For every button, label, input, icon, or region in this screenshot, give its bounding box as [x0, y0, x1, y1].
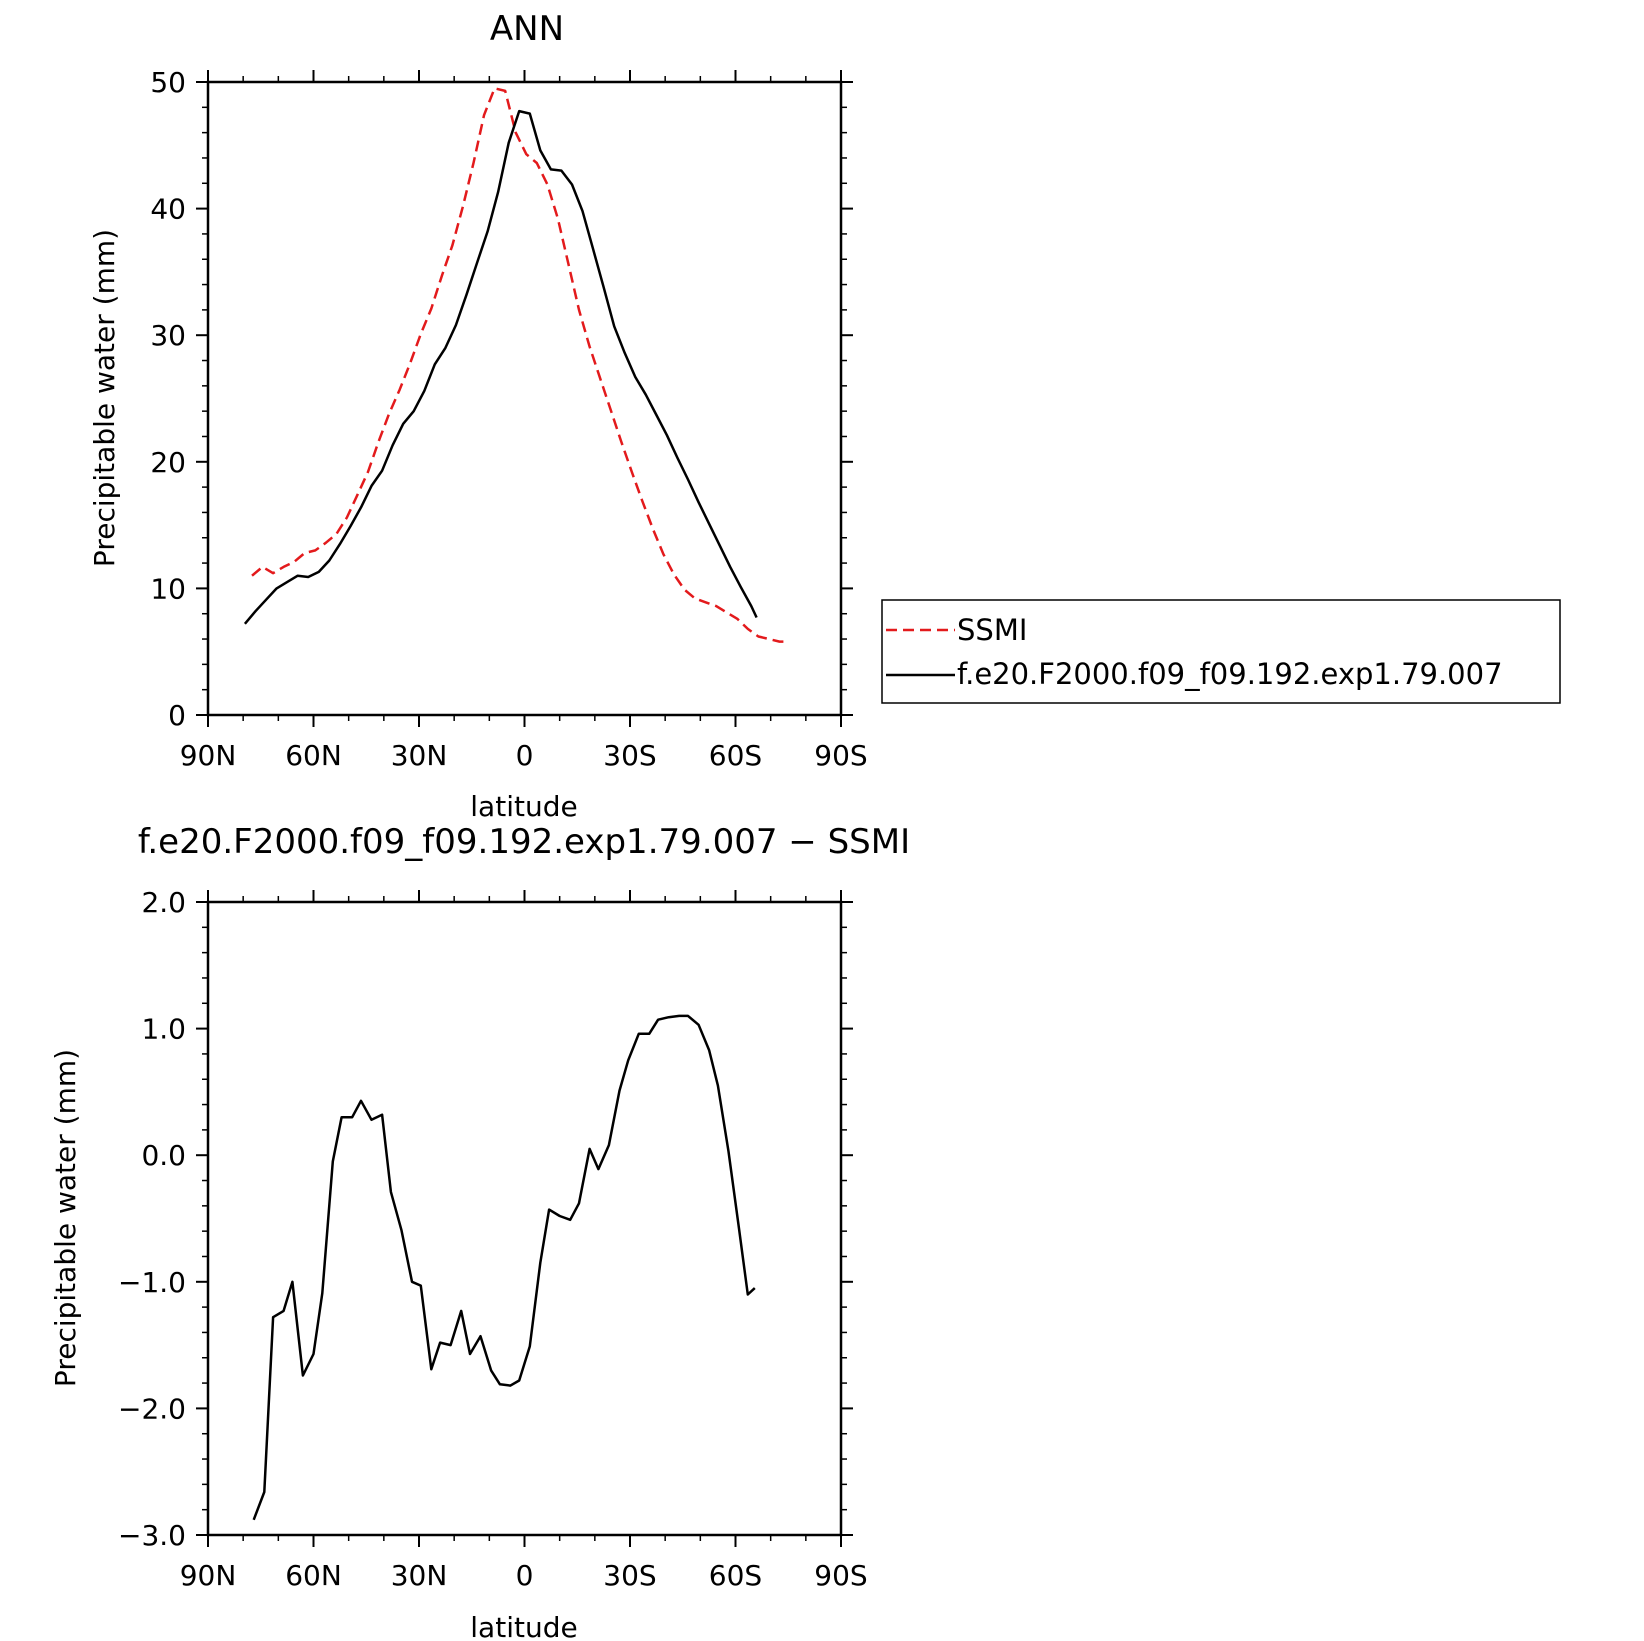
legend: SSMI f.e20.F2000.f09_f09.192.exp1.79.007 [881, 599, 1561, 704]
bottom-y-tick-label: −3.0 [118, 1519, 186, 1552]
bottom-chart-title: f.e20.F2000.f09_f09.192.exp1.79.007 − SS… [138, 822, 910, 862]
top-y-axis-label: Precipitable water (mm) [88, 229, 121, 567]
bottom-chart: f.e20.F2000.f09_f09.192.exp1.79.007 − SS… [49, 822, 910, 1641]
top-x-tick-label: 60N [285, 739, 342, 772]
bottom-x-tick-label: 30S [603, 1559, 656, 1592]
bottom-y-tick-label: −1.0 [118, 1266, 186, 1299]
bottom-y-axis-label: Precipitable water (mm) [49, 1049, 82, 1387]
top-x-tick-label: 90N [180, 739, 237, 772]
top-y-tick-label: 10 [150, 572, 186, 605]
top-x-tick-label: 90S [814, 739, 867, 772]
bottom-y-tick-label: −2.0 [118, 1392, 186, 1425]
top-series-line-ssmi [251, 87, 787, 643]
bottom-x-tick-label: 0 [516, 1559, 534, 1592]
top-x-tick-label: 0 [516, 739, 534, 772]
top-y-tick-label: 30 [150, 319, 186, 352]
bottom-x-tick-label: 60S [709, 1559, 762, 1592]
top-y-tick-label: 0 [168, 699, 186, 732]
top-x-tick-label: 60S [709, 739, 762, 772]
top-y-tick-label: 40 [150, 193, 186, 226]
bottom-y-tick-label: 0.0 [141, 1139, 186, 1172]
top-x-tick-label: 30S [603, 739, 656, 772]
top-x-tick-label: 30N [391, 739, 448, 772]
legend-label-model: f.e20.F2000.f09_f09.192.exp1.79.007 [957, 657, 1503, 691]
top-series-line-model [243, 109, 758, 625]
top-y-tick-label: 20 [150, 446, 186, 479]
top-chart: ANN 90N 60N 30N 0 30S 60S 90S 0 10 20 30 40 50 latit… [88, 9, 1561, 823]
top-chart-title: ANN [490, 9, 564, 49]
bottom-x-tick-label: 90N [180, 1559, 237, 1592]
top-x-axis-label: latitude [470, 790, 577, 823]
bottom-x-tick-label: 90S [814, 1559, 867, 1592]
bottom-x-axis-label: latitude [470, 1611, 577, 1641]
top-y-tick-label: 50 [150, 66, 186, 99]
legend-box [881, 599, 1561, 704]
bottom-series-line-model [252, 1014, 756, 1521]
legend-label-ssmi: SSMI [957, 613, 1027, 647]
bottom-y-tick-label: 1.0 [141, 1013, 186, 1046]
bottom-x-tick-label: 30N [391, 1559, 448, 1592]
bottom-x-tick-label: 60N [285, 1559, 342, 1592]
bottom-y-tick-label: 2.0 [141, 886, 186, 919]
